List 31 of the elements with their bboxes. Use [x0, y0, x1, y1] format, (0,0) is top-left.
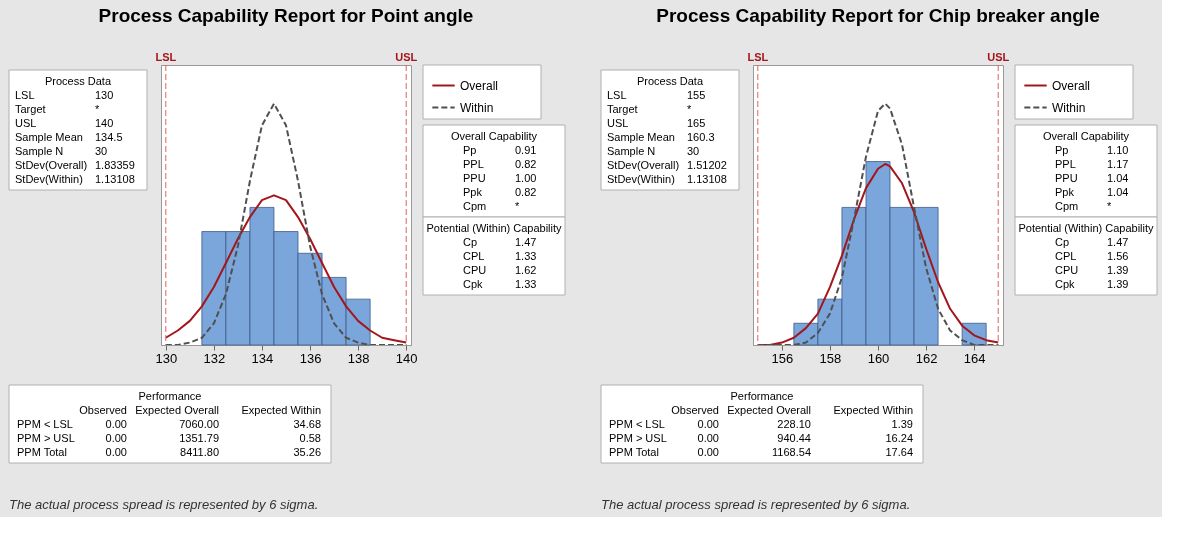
x-tick-label: 130: [155, 350, 178, 366]
text: Potential (Within) Capability Cp 1.47 CPL 1.56 CPU 1.39 Cpk 1.39: [1018, 222, 1154, 290]
chart-title: Process Capability Report for Chip breaker angle: [656, 5, 1100, 26]
x-tick-label: 156: [771, 350, 794, 366]
text: Performance Observed Expected Overall Expected Within PPM < LSL 0.00 228.10 1.39 PPM > USL 0.00 940.44 16.24 PPM Total 0.00 1168.54 17.64: [609, 390, 913, 458]
legend-label: Within: [1052, 100, 1086, 115]
chart-title: Process Capability Report for Point angle: [98, 5, 474, 26]
text: The actual process spread is represented by 6 sigma.: [9, 497, 319, 512]
x-tick-label: 134: [251, 350, 274, 366]
text: Overall Capability Pp 1.10 PPL 1.17 PPU 1.04 Ppk 1.04 Cpm *: [1042, 130, 1130, 212]
legend-label: Within: [460, 100, 494, 115]
text: Performance Observed Expected Overall Expected Within PPM < LSL 0.00 7060.00 34.68 PPM > USL 0.00 1351.79 0.58 PPM Total 0.00 8411.80 35.26: [17, 390, 321, 458]
x-tick-label: 160: [867, 350, 890, 366]
x-tick-label: 132: [203, 350, 226, 366]
ref-line-label: LSL: [155, 51, 177, 63]
text: The actual process spread is represented by 6 sigma.: [601, 497, 911, 512]
x-tick-label: 136: [299, 350, 322, 366]
ref-line-label: USL: [987, 51, 1010, 63]
x-tick-label: 140: [395, 350, 418, 366]
ref-line-label: USL: [395, 51, 418, 63]
x-tick-label: 158: [819, 350, 842, 366]
text: Potential (Within) Capability Cp 1.47 CPL 1.33 CPU 1.62 Cpk 1.33: [426, 222, 562, 290]
legend-label: Overall: [1052, 78, 1091, 93]
x-tick-label: 138: [347, 350, 370, 366]
ref-line-label: LSL: [747, 51, 769, 63]
legend-label: Overall: [460, 78, 499, 93]
text: Overall Capability Pp 0.91 PPL 0.82 PPU 1.00 Ppk 0.82 Cpm *: [450, 130, 538, 212]
text: Process Data LSL 155 Target * USL 165 Sample Mean 160.3 Sample N 30 StDev(Overall) 1.51202 StDev(Within) 1.13108: [607, 75, 727, 185]
text: Process Data LSL 130 Target * USL 140 Sample Mean 134.5 Sample N 30 StDev(Overall) 1.83359 StDev(Within) 1.13108: [15, 75, 135, 185]
x-tick-label: 162: [915, 350, 938, 366]
x-tick-label: 164: [963, 350, 986, 366]
